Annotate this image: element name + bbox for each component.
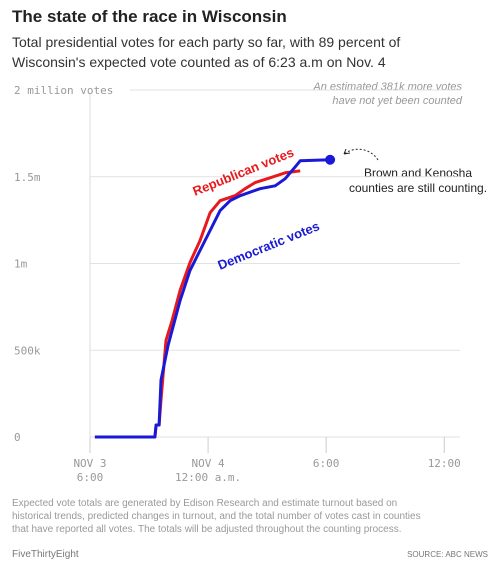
y-tick-label: 1.5m [14, 171, 41, 184]
annotation-arrow [343, 148, 379, 161]
y-tick-label: 0 [14, 431, 21, 444]
annotation: have not yet been counted [332, 95, 463, 107]
line [94, 158, 331, 439]
x-tick-label: NOV 4 12:00 a.m. [175, 457, 241, 484]
brand: FiveThirtyEight [12, 549, 79, 560]
y-tick-label: 2 million votes [14, 84, 113, 97]
x-tick-label: 6:00 [313, 457, 340, 470]
arrow-head [343, 148, 351, 155]
line [94, 169, 301, 439]
y-tick-label: 500k [14, 344, 41, 357]
subtitle: Total presidential votes for each party … [12, 34, 400, 50]
x-tick-label: 12:00 [428, 457, 461, 470]
annotation: An estimated 381k more votes [312, 81, 462, 93]
y-tick-label: 1m [14, 258, 28, 271]
note: historical trends, predicted changes in … [12, 511, 421, 522]
chart-title: The state of the race in Wisconsin [12, 7, 287, 26]
end-dot [325, 154, 336, 165]
x-tick-label: NOV 3 6:00 [73, 457, 106, 484]
subtitle: Wisconsin's expected vote counted as of … [12, 54, 386, 70]
annotation: counties are still counting. [349, 181, 487, 195]
legend-label: Democratic votes [216, 218, 322, 273]
note: Expected vote totals are generated by Ed… [12, 498, 397, 509]
note: that have reported all votes. The totals… [12, 524, 402, 535]
annotation: Brown and Kenosha [364, 166, 472, 180]
source: SOURCE: ABC NEWS [407, 550, 488, 559]
